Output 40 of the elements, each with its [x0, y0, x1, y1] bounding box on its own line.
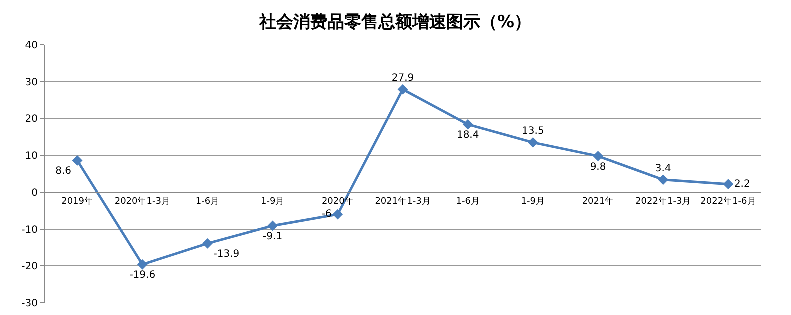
x-tick-label: 2020年1-3月	[114, 196, 170, 208]
data-label: 2.2	[734, 178, 750, 190]
y-tick-label: 0	[32, 188, 38, 199]
x-tick-label: 2019年	[62, 196, 94, 208]
point	[137, 259, 148, 270]
point	[268, 220, 278, 232]
y-tick-label: 10	[25, 151, 38, 162]
x-tick-label: 1-9月	[521, 197, 546, 208]
y-tick-label: 30	[25, 77, 38, 88]
data-label: 9.8	[590, 162, 606, 173]
point	[658, 174, 669, 186]
y-tick-label: -20	[22, 262, 38, 273]
x-tick-label: 2021年1-3月	[375, 196, 431, 208]
y-tick-label: -10	[22, 224, 38, 236]
point	[398, 84, 408, 95]
data-label: -13.9	[214, 249, 240, 260]
data-label: 13.5	[522, 126, 544, 138]
x-tick-label: 2022年1-6月	[700, 196, 756, 208]
point	[528, 137, 538, 148]
x-tick-label: 1-6月	[196, 197, 220, 208]
y-tick-label: -30	[22, 298, 38, 310]
point	[332, 209, 344, 220]
data-label: -9.1	[263, 231, 283, 242]
data-label: 3.4	[655, 163, 672, 174]
point	[72, 156, 83, 166]
chart-title: 社会消费品零售总额增速图示（%）	[258, 12, 532, 33]
y-tick-label: 20	[25, 114, 38, 126]
x-tick-label: 2022年1-3月	[636, 196, 692, 208]
data-label: 18.4	[456, 130, 480, 142]
data-label: -19.6	[130, 270, 156, 282]
data-label: 8.6	[56, 166, 72, 178]
x-tick-label: 2021年	[582, 196, 614, 208]
point	[462, 119, 474, 130]
y-tick-label: 40	[25, 40, 38, 52]
point	[202, 238, 213, 249]
point	[723, 179, 734, 190]
x-tick-label: 1-9月	[260, 197, 285, 208]
point	[593, 151, 604, 162]
data-label: 27.9	[392, 73, 414, 84]
x-tick-label: 1-6月	[456, 197, 480, 208]
